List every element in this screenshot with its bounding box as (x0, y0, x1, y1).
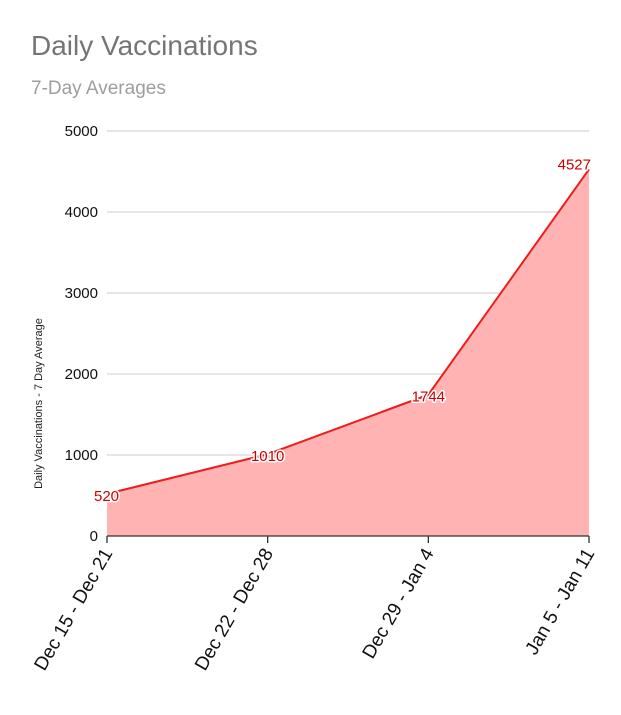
y-axis-label: Daily Vaccinations - 7 Day Average (33, 318, 45, 489)
series-area (107, 169, 589, 537)
x-tick-label: Dec 15 - Dec 21 (30, 545, 117, 674)
chart-title: Daily Vaccinations (31, 30, 258, 61)
y-tick-label: 4000 (65, 204, 98, 221)
y-tick-label: 0 (90, 528, 98, 545)
y-tick-label: 5000 (65, 123, 98, 140)
data-label: 1744 (412, 389, 445, 406)
chart-subtitle: 7-Day Averages (31, 78, 166, 99)
data-labels: 520 1010 1744 4527 (93, 155, 593, 507)
y-tick-labels: 0 1000 2000 3000 4000 5000 (65, 123, 98, 545)
y-tick-label: 1000 (65, 447, 98, 464)
data-label: 1010 (251, 448, 284, 465)
y-tick-label: 2000 (65, 366, 98, 383)
series-line (106, 168, 590, 495)
x-tick-label: Dec 29 - Jan 4 (359, 545, 439, 663)
line-layer (106, 168, 590, 495)
area-layer (107, 169, 589, 537)
data-label: 4527 (558, 156, 591, 173)
x-tick-label: Jan 5 - Jan 11 (522, 545, 600, 659)
y-tick-label: 3000 (65, 285, 98, 302)
axis-layer (106, 535, 590, 543)
data-label: 520 (94, 488, 119, 505)
x-tick-labels: Dec 15 - Dec 21 Dec 22 - Dec 28 Dec 29 - J… (30, 545, 599, 675)
x-tick-label: Dec 22 - Dec 28 (191, 545, 278, 674)
